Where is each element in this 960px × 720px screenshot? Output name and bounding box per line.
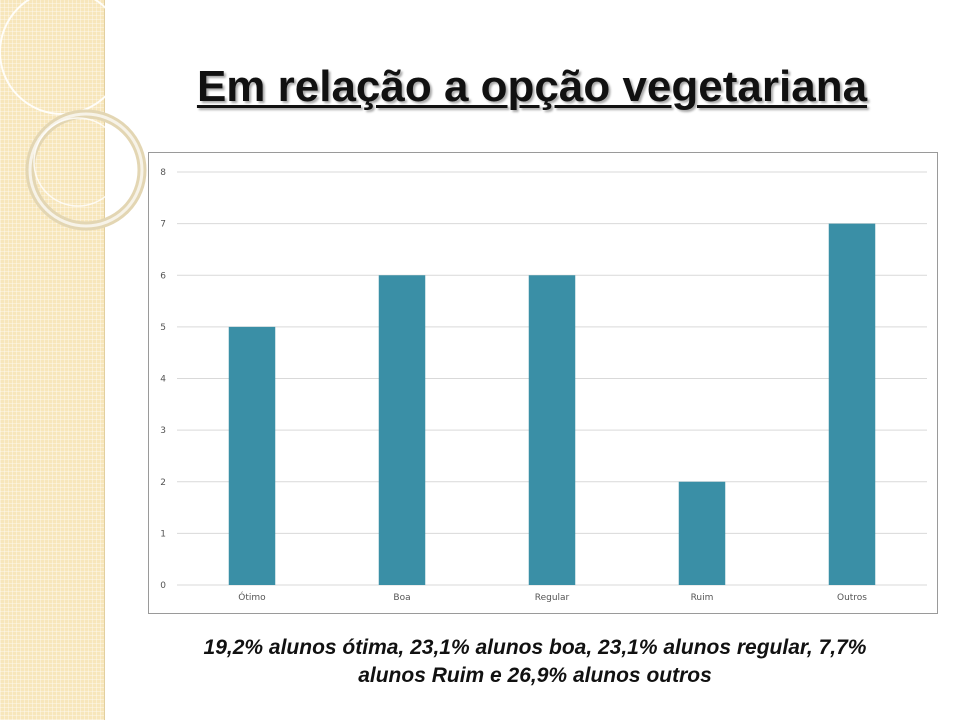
y-tick-label: 7 bbox=[160, 220, 166, 230]
bar-1 bbox=[378, 275, 426, 585]
y-tick-label: 4 bbox=[160, 375, 166, 385]
bar-4 bbox=[828, 223, 876, 585]
caption-line-2: alunos Ruim e 26,9% alunos outros bbox=[358, 664, 712, 687]
bar-chart: 0 1 2 3 4 5 6 7 8 Ótimo Boa Regular Ruim Outros bbox=[148, 152, 938, 614]
bar-3 bbox=[678, 481, 726, 585]
bar-chart-svg: 0 1 2 3 4 5 6 7 8 Ótimo Boa Regular Ruim Outros bbox=[160, 168, 927, 603]
slide-caption: 19,2% alunos ótima, 23,1% alunos boa, 23… bbox=[110, 634, 960, 690]
bar-0 bbox=[228, 326, 276, 585]
y-tick-label: 2 bbox=[160, 478, 166, 488]
caption-line-1: 19,2% alunos ótima, 23,1% alunos boa, 23… bbox=[203, 636, 867, 659]
y-tick-label: 5 bbox=[160, 323, 166, 333]
y-tick-label: 1 bbox=[160, 529, 166, 539]
slide-title: Em relação a opção vegetariana bbox=[196, 62, 868, 111]
x-category-label: Regular bbox=[535, 593, 570, 603]
y-tick-label: 8 bbox=[160, 168, 166, 178]
y-tick-label: 3 bbox=[160, 426, 166, 436]
x-category-label: Boa bbox=[393, 593, 410, 603]
y-tick-label: 0 bbox=[160, 581, 166, 591]
x-category-label: Ótimo bbox=[238, 591, 266, 603]
x-category-label: Ruim bbox=[691, 593, 714, 603]
decorative-circles bbox=[0, 0, 147, 231]
x-category-label: Outros bbox=[837, 593, 867, 603]
bar-2 bbox=[528, 275, 576, 585]
y-tick-label: 6 bbox=[160, 271, 166, 281]
